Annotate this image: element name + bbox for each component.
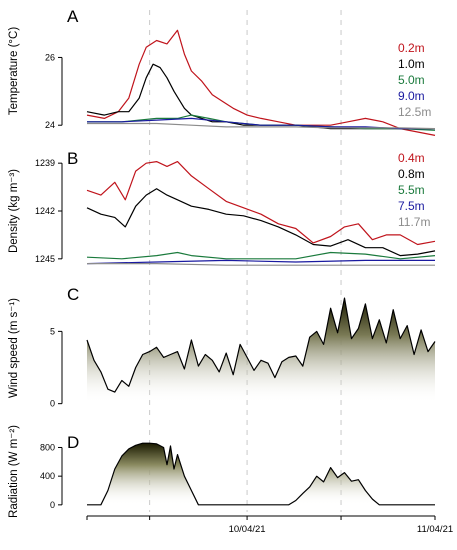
panel-B: 1239 1242 1245 B Density (kg m⁻³) 0.4m 0.8m 5.5… [8,149,436,266]
y-tick-label: 800 [40,442,55,452]
y-tick-label: 26 [45,52,55,62]
series-area-3 [87,443,435,505]
y-tick-label: 1239 [35,158,55,168]
series-line-0.2m [86,29,436,136]
legend-entry: 12.5m [398,105,431,119]
y-tick-label: 24 [45,120,55,130]
series-line-2 [86,297,436,393]
y-axis-label: Radiation (W m⁻²) [8,425,20,518]
series-line-0.8m [86,188,436,257]
series-line-12.5m [87,122,436,130]
x-tick-label: 10/04/21 [229,524,266,535]
panel-A: 24 26 A Temperature (°C) 0.2m 1.0m 5.0m 9.0m 12.… [8,7,436,136]
panel-letter: B [67,149,78,168]
series-line-0.4m [86,161,436,246]
legend-entry: 7.5m [398,199,425,213]
series-area-2 [87,298,435,404]
y-tick-label: 400 [40,471,55,481]
legend-entry: 5.0m [398,73,425,87]
x-axis: 10/04/21 11/04/21 [86,515,453,535]
legend-entry: 11.7m [398,215,430,229]
y-tick-label: 1245 [35,254,55,264]
series-line-5.5m [86,251,436,260]
y-tick-label: 0 [50,500,55,510]
panel-letter: D [67,433,79,452]
y-axis-label: Density (kg m⁻³) [8,169,20,253]
y-axis-label: Temperature (°C) [8,27,20,115]
legend-entry: 9.0m [398,89,425,103]
legend-entry: 1.0m [398,57,425,71]
y-tick-label: 5 [50,326,55,336]
series-line-11.7m [87,263,435,266]
y-tick-label: 0 [50,399,55,409]
series-line-7.5m [86,259,435,265]
panel-letter: C [67,285,79,304]
panel-letter: A [67,7,79,26]
legend-entry: 0.2m [398,41,425,55]
series-line-3 [87,442,435,506]
y-axis-label: Wind speed (m s⁻¹) [8,298,20,398]
panel-C: 0 5 C Wind speed (m s⁻¹) [8,285,436,409]
panel-D: 0 400 800 D Radiation (W m⁻²) [8,425,435,518]
legend-entry: 5.5m [398,183,425,197]
legend-entry: 0.8m [398,167,425,181]
x-tick-label: 11/04/21 [417,524,453,535]
legend-entry: 0.4m [398,151,425,165]
y-tick-label: 1242 [35,206,55,216]
